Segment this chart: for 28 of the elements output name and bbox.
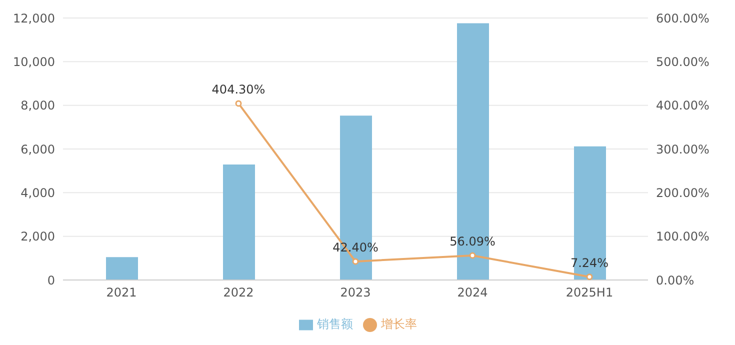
y2-tick-label: 300.00% xyxy=(656,142,710,156)
y2-tick-label: 200.00% xyxy=(656,186,710,200)
x-tick-label: 2023 xyxy=(340,286,371,300)
y-tick-label: 2,000 xyxy=(20,230,55,244)
x-tick-label: 2024 xyxy=(457,286,488,300)
bar xyxy=(223,164,255,280)
y-tick-label: 8,000 xyxy=(20,98,55,113)
x-tick-label: 2022 xyxy=(223,286,254,300)
y-tick-label: 12,000 xyxy=(13,11,55,26)
y-tick-label: 4,000 xyxy=(20,186,55,200)
y2-tick-label: 600.00% xyxy=(656,11,710,26)
legend-label: 增长率 xyxy=(381,317,417,331)
y2-tick-label: 100.00% xyxy=(656,230,710,244)
y2-tick-label: 0.00% xyxy=(656,273,694,288)
y-tick-label: 0 xyxy=(47,273,55,288)
y-tick-label: 10,000 xyxy=(13,54,55,69)
y2-tick-label: 500.00% xyxy=(656,54,710,69)
point xyxy=(352,258,359,265)
point xyxy=(235,100,242,107)
y-tick-label: 6,000 xyxy=(20,142,55,156)
x-tick-label: 2021 xyxy=(106,286,137,300)
point xyxy=(586,274,593,280)
x-tick-label: 2025H1 xyxy=(566,286,614,300)
y2-tick-label: 400.00% xyxy=(656,98,710,113)
legend-label: 销售额 xyxy=(317,317,353,331)
point xyxy=(469,252,476,259)
data-label: 404.30% xyxy=(212,82,266,96)
bar xyxy=(106,257,138,280)
